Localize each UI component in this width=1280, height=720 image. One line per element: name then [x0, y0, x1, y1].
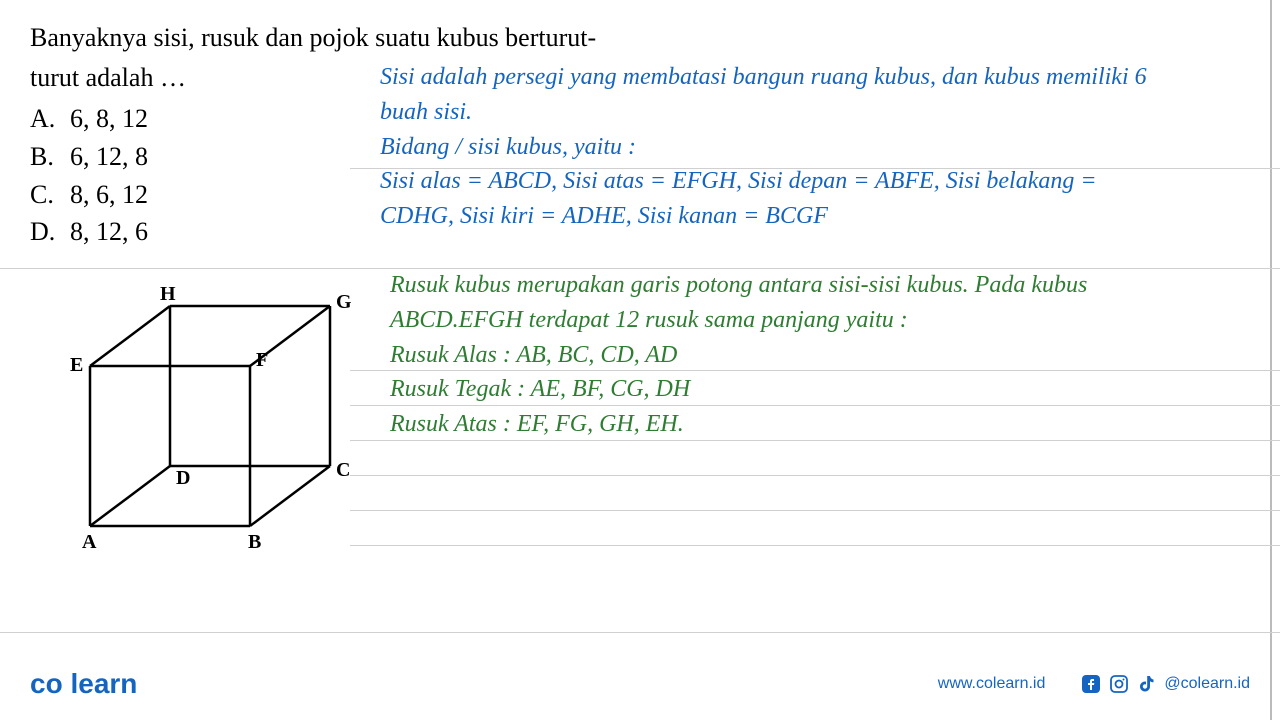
facebook-icon [1080, 673, 1102, 695]
option-c-text: 8, 6, 12 [70, 176, 148, 214]
label-F: F [256, 349, 268, 371]
green-line1: Rusuk kubus merupakan garis potong antar… [390, 268, 1087, 303]
logo-co: co [30, 668, 63, 699]
blue-line2: buah sisi. [380, 95, 1250, 130]
cube-svg: A B C D E F G H [60, 266, 360, 556]
option-d: D. 8, 12, 6 [30, 213, 340, 251]
label-D: D [176, 467, 190, 489]
question-line2: turut adalah … [30, 60, 340, 95]
right-column: Sisi adalah persegi yang membatasi bangu… [380, 60, 1250, 251]
answer-green-block: Rusuk kubus merupakan garis potong antar… [390, 266, 1087, 561]
option-c-letter: C. [30, 176, 55, 214]
logo: co learn [30, 668, 137, 700]
diagram-section: A B C D E F G H Rusuk kubus merupakan ga… [30, 266, 1250, 561]
option-c: C. 8, 6, 12 [30, 176, 340, 214]
green-line5: Rusuk Atas : EF, FG, GH, EH. [390, 407, 1087, 442]
label-E: E [70, 354, 83, 376]
blue-line1: Sisi adalah persegi yang membatasi bangu… [380, 60, 1250, 95]
green-line4: Rusuk Tegak : AE, BF, CG, DH [390, 372, 1087, 407]
question-line1: Banyaknya sisi, rusuk dan pojok suatu ku… [30, 20, 1250, 55]
option-a-text: 6, 8, 12 [70, 100, 148, 138]
logo-learn: learn [70, 668, 137, 699]
option-d-letter: D. [30, 213, 55, 251]
blue-line5: CDHG, Sisi kiri = ADHE, Sisi kanan = BCG… [380, 199, 1250, 234]
right-border [1270, 0, 1272, 720]
social-icons: @colearn.id [1080, 673, 1250, 695]
label-G: G [336, 291, 352, 313]
tiktok-icon [1136, 673, 1158, 695]
left-column: turut adalah … A. 6, 8, 12 B. 6, 12, 8 C… [30, 60, 340, 251]
content-area: Banyaknya sisi, rusuk dan pojok suatu ku… [0, 0, 1280, 561]
option-a-letter: A. [30, 100, 55, 138]
cube-diagram: A B C D E F G H [30, 266, 360, 561]
blue-line3: Bidang / sisi kubus, yaitu : [380, 130, 1250, 165]
main-row: turut adalah … A. 6, 8, 12 B. 6, 12, 8 C… [30, 60, 1250, 251]
instagram-icon [1108, 673, 1130, 695]
label-B: B [248, 531, 261, 553]
option-a: A. 6, 8, 12 [30, 100, 340, 138]
option-b: B. 6, 12, 8 [30, 138, 340, 176]
green-line3: Rusuk Alas : AB, BC, CD, AD [390, 338, 1087, 373]
label-A: A [82, 531, 97, 553]
footer: co learn www.colearn.id @colearn.id [30, 668, 1250, 700]
green-line2: ABCD.EFGH terdapat 12 rusuk sama panjang… [390, 303, 1087, 338]
label-C: C [336, 459, 350, 481]
answer-blue-block: Sisi adalah persegi yang membatasi bangu… [380, 60, 1250, 234]
option-d-text: 8, 12, 6 [70, 213, 148, 251]
footer-right: www.colearn.id @colearn.id [938, 673, 1250, 695]
label-H: H [160, 283, 176, 305]
option-b-letter: B. [30, 138, 55, 176]
option-b-text: 6, 12, 8 [70, 138, 148, 176]
social-handle: @colearn.id [1164, 675, 1250, 693]
blue-line4: Sisi alas = ABCD, Sisi atas = EFGH, Sisi… [380, 164, 1250, 199]
options-list: A. 6, 8, 12 B. 6, 12, 8 C. 8, 6, 12 D. 8… [30, 100, 340, 251]
website-url: www.colearn.id [938, 675, 1046, 693]
